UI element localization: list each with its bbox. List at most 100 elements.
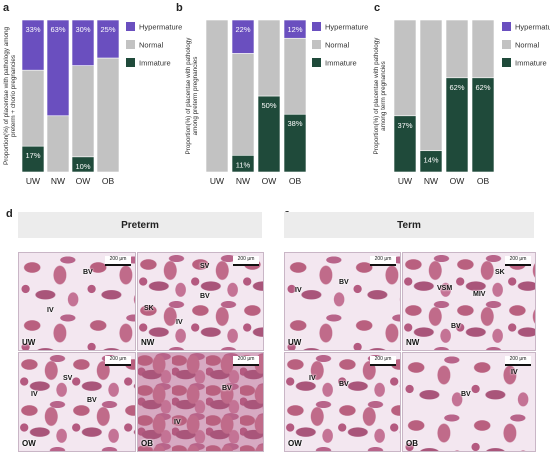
tick-label: OW xyxy=(450,176,465,186)
data-label: 33% xyxy=(25,25,40,34)
panel-letter-d: d xyxy=(6,208,13,220)
legend-label: Normal xyxy=(515,41,540,50)
micro-label: BV xyxy=(222,385,232,392)
scale-bar: 200 μm xyxy=(505,256,531,266)
stacked-bar-charts: Proportion(%) of placentae with patholog… xyxy=(3,19,550,186)
micro-label: IV xyxy=(511,369,518,376)
scale-bar: 200 μm xyxy=(505,356,531,366)
data-label: 37% xyxy=(397,121,412,130)
y-axis-label: Proportion(%) of placentae with patholog… xyxy=(373,37,387,155)
micro-label: BV xyxy=(339,279,349,286)
bar-normal xyxy=(471,19,495,79)
legend-swatch xyxy=(312,58,321,67)
data-label: 50% xyxy=(261,101,276,110)
micro-label: IV xyxy=(31,391,38,398)
micrograph-preterm-nw: 200 μm SV BV SK IV NW xyxy=(137,252,264,351)
data-label: 25% xyxy=(100,25,115,34)
bar-normal xyxy=(71,65,95,158)
y-axis-label: Proportion(%) of placentae with patholog… xyxy=(185,37,199,155)
micro-label: SV xyxy=(200,263,210,270)
legend-swatch xyxy=(502,22,511,31)
scale-bar: 200 μm xyxy=(105,256,131,266)
legend-label: Hypermature xyxy=(139,23,182,32)
micrograph-term-uw: 200 μm IV BV UW xyxy=(284,252,401,351)
tick-label: OB xyxy=(289,176,302,186)
bar-immature xyxy=(445,77,469,173)
data-label: 62% xyxy=(475,83,490,92)
tick-label: OW xyxy=(76,176,91,186)
legend-label: Hypermature xyxy=(325,23,368,32)
bar-normal xyxy=(445,19,469,79)
legend-label: Hypermature xyxy=(515,23,550,32)
legend-swatch xyxy=(312,22,321,31)
term-banner: Term xyxy=(284,212,534,238)
bar-normal xyxy=(21,69,45,147)
micro-label: BV xyxy=(451,323,461,330)
bar-immature xyxy=(471,77,495,173)
legend-swatch xyxy=(502,58,511,67)
tick-label: NW xyxy=(236,176,250,186)
bar-normal xyxy=(257,19,281,97)
micrograph-preterm-uw: 200 μm BV IV UW xyxy=(18,252,136,351)
group-label: UW xyxy=(22,338,36,347)
data-label: 62% xyxy=(449,83,464,92)
data-label: 17% xyxy=(25,151,40,160)
micrograph-preterm-ow: 200 μm IV SV BV OW xyxy=(18,352,136,452)
micro-label: SK xyxy=(495,269,505,276)
legend-swatch xyxy=(502,40,511,49)
micro-label: IV xyxy=(295,287,302,294)
preterm-title: Preterm xyxy=(121,219,159,231)
bar-normal xyxy=(283,37,307,115)
data-label: 12% xyxy=(287,25,302,34)
tick-label: UW xyxy=(398,176,412,186)
y-axis-label: Proportion(%) of placentae with patholog… xyxy=(3,27,17,165)
micrograph-term-ow: 200 μm IV BV OW xyxy=(284,352,401,452)
micro-label: MIV xyxy=(473,291,486,298)
group-label: NW xyxy=(406,338,420,347)
scale-bar: 200 μm xyxy=(105,356,131,366)
scale-bar: 200 μm xyxy=(370,256,396,266)
legend-swatch xyxy=(126,22,135,31)
tick-label: UW xyxy=(210,176,224,186)
micro-label: IV xyxy=(176,319,183,326)
micro-label: BV xyxy=(87,397,97,404)
data-label: 63% xyxy=(50,25,65,34)
micro-label: SV xyxy=(63,375,73,382)
micro-label: IV xyxy=(47,307,54,314)
micrograph-term-nw: 200 μm SK VSM MIV BV NW xyxy=(402,252,536,351)
panel-letter-a: a xyxy=(3,2,10,14)
tick-label: NW xyxy=(424,176,438,186)
tick-label: NW xyxy=(51,176,65,186)
tick-label: OB xyxy=(102,176,115,186)
legend-label: Normal xyxy=(325,41,350,50)
legend-swatch xyxy=(312,40,321,49)
panel-letter-c: c xyxy=(374,2,381,14)
data-label: 22% xyxy=(235,25,250,34)
data-label: 10% xyxy=(75,162,90,171)
scale-bar: 200 μm xyxy=(370,356,396,366)
data-label: 11% xyxy=(236,160,251,169)
micro-label: IV xyxy=(174,419,181,426)
bar-hypermature xyxy=(96,19,120,59)
group-label: OW xyxy=(288,439,302,448)
panel-letter-b: b xyxy=(176,2,183,14)
legend-swatch xyxy=(126,58,135,67)
preterm-banner: Preterm xyxy=(18,212,262,238)
bar-hypermature xyxy=(46,19,70,117)
bar-normal xyxy=(419,19,443,152)
group-label: OB xyxy=(141,439,153,448)
micro-label: SK xyxy=(144,305,154,312)
bar-normal xyxy=(46,115,70,173)
legend-label: Immature xyxy=(515,59,547,68)
data-label: 30% xyxy=(75,25,90,34)
micro-label: VSM xyxy=(437,285,453,292)
micro-label: BV xyxy=(339,381,349,388)
data-label: 14% xyxy=(423,156,438,165)
term-title: Term xyxy=(397,219,421,231)
tick-label: OW xyxy=(262,176,277,186)
scale-bar: 200 μm xyxy=(233,256,259,266)
micrograph-term-ob: 200 μm BV IV OB xyxy=(402,352,536,452)
bar-hypermature xyxy=(283,19,307,39)
legend-label: Normal xyxy=(139,41,164,50)
micro-label: BV xyxy=(200,293,210,300)
